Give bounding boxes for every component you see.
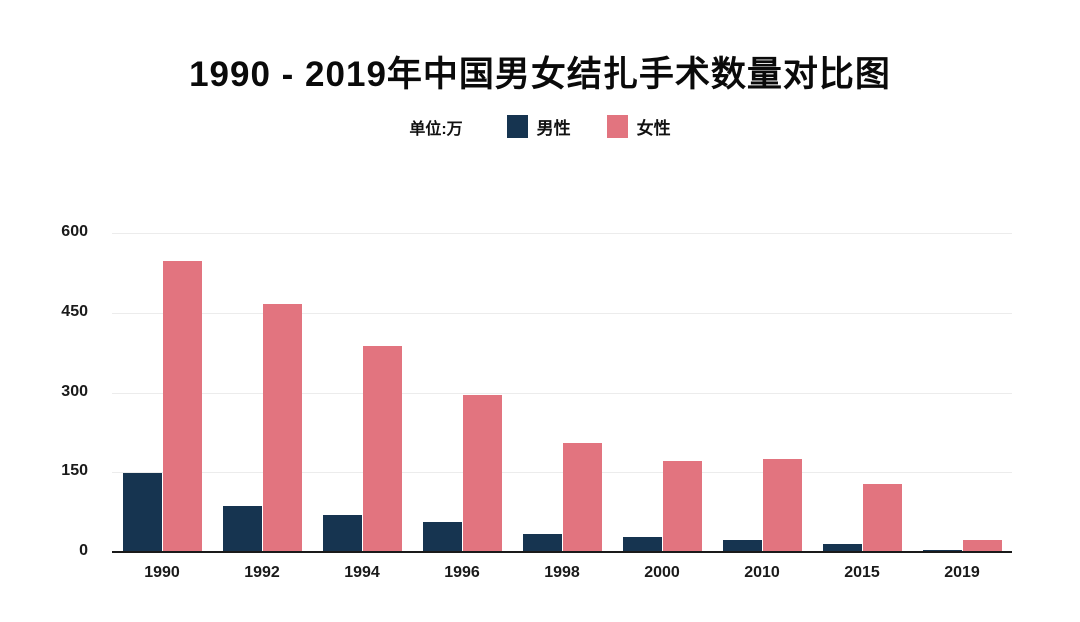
male-legend-label: 男性	[536, 119, 571, 138]
gridline-450	[112, 312, 1012, 314]
legend-item-male: 男性	[506, 114, 571, 139]
bar-female-1992	[262, 304, 302, 552]
x-tick-label-1998: 1998	[544, 564, 580, 581]
bar-male-2010	[722, 540, 762, 552]
bar-female-1996	[462, 394, 502, 552]
plot-area: 0 150 300 450 600 1990 1992 1994 1996 1998 2000 201…	[61, 223, 1012, 581]
legend: 单位:万 男性 女性	[0, 114, 1080, 139]
y-tick-label-300: 300	[61, 382, 88, 400]
unit-label: 单位:万	[409, 120, 463, 138]
bar-male-1996	[422, 522, 462, 552]
bar-female-1994	[362, 345, 402, 552]
x-axis-line	[112, 551, 1012, 553]
x-tick-label-2015: 2015	[844, 564, 880, 581]
gridline-300	[112, 392, 1012, 394]
female-legend-swatch	[606, 115, 628, 138]
gridline-600	[112, 233, 1012, 234]
x-tick-label-1996: 1996	[444, 564, 480, 581]
y-tick-label-600: 600	[61, 223, 88, 240]
female-legend-label: 女性	[636, 119, 671, 138]
bar-female-2000	[662, 461, 702, 552]
chart-title: 1990 - 2019年中国男女结扎手术数量对比图	[189, 55, 891, 94]
y-tick-label-450: 450	[61, 302, 88, 320]
bar-male-1998	[522, 533, 562, 552]
y-tick-label-150: 150	[61, 462, 88, 480]
gridline-150	[112, 472, 1012, 474]
x-tick-label-2010: 2010	[744, 564, 780, 581]
bar-male-2015	[822, 544, 862, 552]
bar-female-2015	[862, 483, 902, 552]
bar-male-1992	[222, 505, 262, 552]
bar-female-1990	[162, 261, 202, 552]
x-tick-label-1990: 1990	[144, 564, 180, 581]
bar-male-1990	[122, 473, 162, 552]
male-legend-swatch	[506, 115, 528, 138]
bar-female-2010	[762, 458, 802, 552]
bar-female-2019	[962, 539, 1002, 552]
bar-male-1994	[322, 514, 362, 552]
legend-item-female: 女性	[606, 114, 671, 139]
x-tick-label-2000: 2000	[644, 564, 680, 581]
bar-female-1998	[562, 443, 602, 552]
x-tick-label-1994: 1994	[344, 564, 380, 581]
bar-male-2000	[622, 536, 662, 552]
y-tick-label-0: 0	[79, 542, 88, 559]
x-tick-label-1992: 1992	[244, 564, 280, 581]
x-tick-label-2019: 2019	[944, 564, 980, 581]
